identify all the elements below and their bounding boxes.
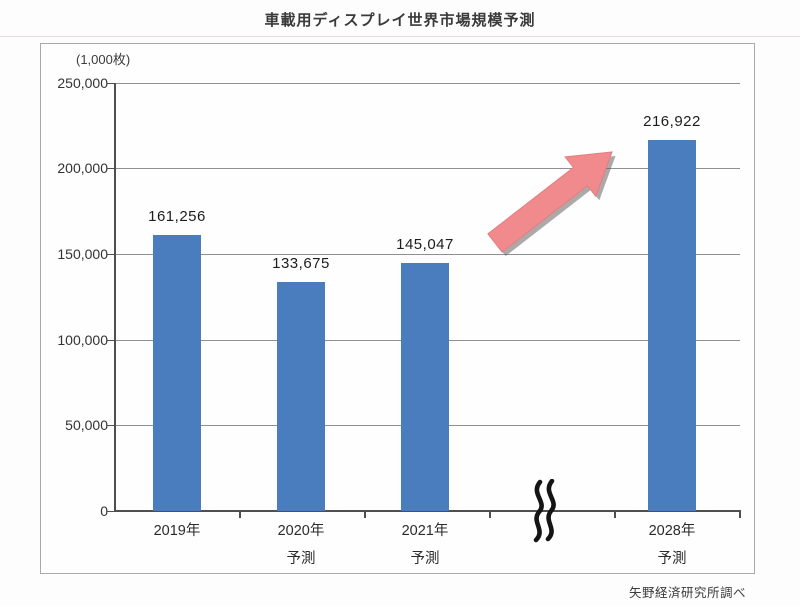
gridline-150000	[115, 254, 740, 255]
title-divider	[0, 36, 800, 37]
y-tick-mark	[107, 168, 114, 169]
chart-title: 車載用ディスプレイ世界市場規模予測	[264, 12, 536, 29]
x-tick-mark	[489, 512, 491, 518]
arrow-body	[487, 151, 613, 253]
y-tick-label: 0	[100, 503, 108, 519]
growth-arrow-icon	[487, 151, 616, 256]
x-tick-mark	[739, 512, 741, 518]
bar-value-label: 161,256	[148, 208, 206, 225]
x-category-label: 2019年	[153, 523, 201, 539]
gridline-250000	[115, 83, 740, 84]
x-category-sublabel: 予測	[410, 551, 440, 567]
y-tick-mark	[107, 83, 114, 84]
y-tick-label: 100,000	[57, 332, 108, 348]
y-tick-label: 150,000	[57, 246, 108, 262]
x-tick-mark	[364, 512, 366, 518]
x-tick-mark	[614, 512, 616, 518]
x-category-label: 2021年	[401, 523, 449, 539]
bar-value-label: 216,922	[643, 113, 701, 130]
source-credit: 矢野経済研究所調べ	[628, 586, 746, 600]
x-category-label: 2028年	[648, 523, 696, 539]
y-tick-label: 200,000	[57, 160, 108, 176]
bar-2028-forecast	[648, 140, 696, 511]
y-tick-mark	[107, 254, 114, 255]
y-tick-mark	[107, 511, 114, 512]
bar-2020-forecast	[277, 282, 325, 511]
y-axis-unit-label: (1,000枚)	[76, 52, 131, 67]
bar-value-label: 145,047	[396, 236, 454, 253]
y-tick-label: 250,000	[57, 75, 108, 91]
x-tick-mark	[239, 512, 241, 518]
y-axis-line	[114, 83, 116, 512]
bar-2021-forecast	[401, 263, 449, 511]
x-category-sublabel: 予測	[657, 551, 687, 567]
y-tick-mark	[107, 340, 114, 341]
bar-2019	[153, 235, 201, 511]
gridline-200000	[115, 168, 740, 169]
y-tick-label: 50,000	[65, 417, 108, 433]
x-axis-line	[114, 510, 741, 512]
bar-value-label: 133,675	[272, 255, 330, 272]
axis-break-icon	[533, 479, 556, 543]
x-category-label: 2020年	[277, 523, 325, 539]
x-category-sublabel: 予測	[286, 551, 316, 567]
y-tick-mark	[107, 425, 114, 426]
